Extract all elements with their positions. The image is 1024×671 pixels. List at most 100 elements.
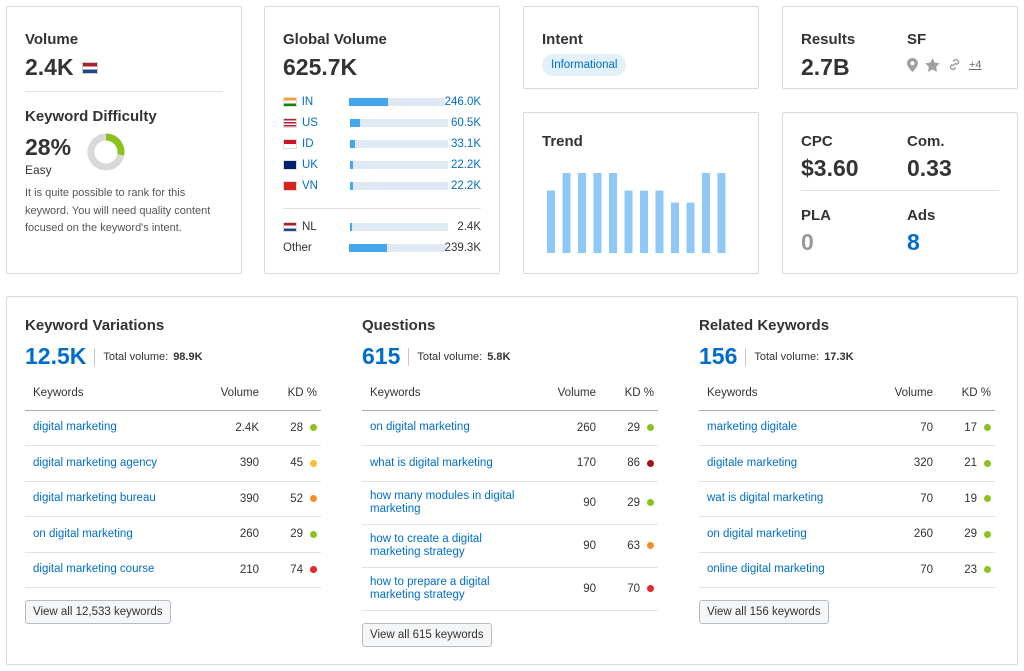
table-row: on digital marketing 260 29 bbox=[362, 410, 658, 446]
keyword-link[interactable]: digital marketing agency bbox=[25, 445, 201, 482]
keyword-count[interactable]: 615 bbox=[362, 343, 401, 369]
keyword-count[interactable]: 12.5K bbox=[25, 343, 87, 369]
country-code[interactable]: VN bbox=[302, 180, 318, 192]
keyword-link[interactable]: digital marketing course bbox=[25, 552, 201, 588]
keyword-link[interactable]: how many modules in digital marketing bbox=[362, 481, 538, 525]
country-row[interactable]: US 60.5K bbox=[283, 115, 481, 131]
keyword-link[interactable]: on digital marketing bbox=[699, 516, 875, 553]
keyword-link[interactable]: marketing digitale bbox=[699, 410, 875, 446]
country-volume[interactable]: 33.1K bbox=[450, 138, 481, 150]
keyword-difficulty-cell: 29 bbox=[600, 481, 658, 525]
table-row: digital marketing agency 390 45 bbox=[25, 445, 321, 482]
country-code[interactable]: IN bbox=[301, 96, 314, 108]
country-volume[interactable]: 246.0K bbox=[444, 96, 482, 108]
country-code: NL bbox=[302, 221, 317, 233]
volume-value: 2.4K bbox=[25, 54, 74, 80]
keyword-difficulty-value: 74 bbox=[290, 563, 303, 576]
table-row: marketing digitale 70 17 bbox=[699, 410, 995, 446]
keyword-link[interactable]: digitale marketing bbox=[699, 445, 875, 482]
keywords-header[interactable]: Keywords bbox=[362, 377, 538, 411]
trend-bar bbox=[640, 190, 648, 253]
kd-header[interactable]: KD % bbox=[263, 377, 321, 411]
country-code[interactable]: ID bbox=[302, 138, 314, 150]
keyword-difficulty-value: 21 bbox=[964, 457, 977, 470]
difficulty-dot-icon bbox=[984, 459, 991, 467]
country-code[interactable]: US bbox=[302, 117, 318, 129]
difficulty-dot-icon bbox=[310, 459, 317, 467]
keyword-difficulty-arc bbox=[87, 133, 125, 171]
keyword-difficulty-description: It is quite possible to rank for this ke… bbox=[25, 187, 211, 234]
serp-features-more[interactable]: +4 bbox=[969, 58, 982, 71]
keywords-header[interactable]: Keywords bbox=[25, 377, 201, 411]
total-volume-value: 98.9K bbox=[173, 350, 203, 363]
keyword-difficulty-cell: 29 bbox=[600, 410, 658, 446]
keyword-link[interactable]: on digital marketing bbox=[25, 516, 201, 553]
country-volume[interactable]: 22.2K bbox=[450, 180, 481, 192]
country-row[interactable]: ID 33.1K bbox=[283, 136, 481, 152]
table-row: digital marketing bureau 390 52 bbox=[25, 481, 321, 517]
country-row[interactable]: IN 246.0K bbox=[283, 94, 481, 110]
keyword-difficulty-donut bbox=[87, 133, 125, 171]
volume-card: Volume 2.4K Keyword Difficulty 28% Easy … bbox=[6, 6, 242, 274]
keywords-header[interactable]: Keywords bbox=[699, 377, 875, 411]
keyword-volume: 390 bbox=[201, 481, 263, 517]
keyword-link[interactable]: how to create a digital marketing strate… bbox=[362, 524, 538, 568]
total-volume-label: Total volume: bbox=[103, 350, 169, 363]
keyword-volume: 320 bbox=[875, 445, 937, 482]
total-volume: Total volume: 5.8K bbox=[417, 351, 510, 363]
trend-bar bbox=[702, 173, 710, 253]
keyword-link[interactable]: online digital marketing bbox=[699, 552, 875, 588]
pla-label: PLA bbox=[801, 207, 831, 224]
country-row[interactable]: VN 22.2K bbox=[283, 178, 481, 194]
section-title: Keyword Variations bbox=[25, 317, 165, 334]
table-row: digital marketing 2.4K 28 bbox=[25, 410, 321, 446]
divider bbox=[283, 208, 481, 209]
volume-header[interactable]: Volume bbox=[201, 377, 263, 411]
view-all-button[interactable]: View all 12,533 keywords bbox=[25, 600, 171, 624]
trend-card: Trend bbox=[523, 112, 759, 274]
difficulty-dot-icon bbox=[984, 495, 991, 503]
difficulty-dot-icon bbox=[647, 498, 654, 506]
country-volume[interactable]: 60.5K bbox=[450, 117, 481, 129]
difficulty-dot-icon bbox=[310, 424, 317, 432]
keyword-link[interactable]: digital marketing bbox=[25, 410, 201, 446]
table-row: on digital marketing 260 29 bbox=[699, 516, 995, 553]
kd-header[interactable]: KD % bbox=[600, 377, 658, 411]
keyword-count[interactable]: 156 bbox=[699, 343, 738, 369]
divider bbox=[408, 347, 410, 366]
country-row[interactable]: UK 22.2K bbox=[283, 157, 481, 173]
trend-bar bbox=[624, 190, 633, 253]
keyword-link[interactable]: digital marketing bureau bbox=[25, 481, 201, 517]
keyword-link[interactable]: what is digital marketing bbox=[362, 445, 538, 482]
country-volume[interactable]: 22.2K bbox=[450, 159, 481, 171]
country-code[interactable]: UK bbox=[302, 159, 318, 171]
competition-label: Com. bbox=[907, 133, 945, 150]
keyword-difficulty-value: 29 bbox=[627, 421, 640, 434]
keyword-difficulty-cell: 23 bbox=[937, 552, 995, 588]
country-share-bar bbox=[348, 98, 445, 106]
table-row: on digital marketing 260 29 bbox=[25, 516, 321, 553]
link-icon bbox=[949, 58, 960, 71]
country-volume: 2.4K bbox=[457, 221, 481, 233]
volume-header[interactable]: Volume bbox=[538, 377, 600, 411]
trend-chart bbox=[547, 173, 726, 253]
keyword-volume: 90 bbox=[538, 567, 600, 611]
keyword-difficulty-value: 17 bbox=[964, 421, 977, 434]
total-volume-value: 17.3K bbox=[824, 350, 854, 363]
keyword-difficulty-value: 29 bbox=[627, 496, 640, 509]
flag-nl-icon bbox=[81, 61, 98, 74]
keyword-difficulty-value: 52 bbox=[290, 492, 303, 505]
view-all-button[interactable]: View all 156 keywords bbox=[699, 600, 829, 624]
trend-bar bbox=[655, 190, 664, 253]
keyword-link[interactable]: how to prepare a digital marketing strat… bbox=[362, 567, 538, 611]
keyword-difficulty-cell: 28 bbox=[263, 410, 321, 446]
keyword-link[interactable]: wat is digital marketing bbox=[699, 481, 875, 517]
country-share-fill bbox=[350, 182, 354, 190]
volume-header[interactable]: Volume bbox=[875, 377, 937, 411]
kd-header[interactable]: KD % bbox=[937, 377, 995, 411]
ads-value[interactable]: 8 bbox=[907, 229, 920, 255]
divider bbox=[25, 91, 223, 92]
view-all-button[interactable]: View all 615 keywords bbox=[362, 623, 492, 647]
keyword-link[interactable]: on digital marketing bbox=[362, 410, 538, 446]
intent-label: Intent bbox=[542, 31, 583, 48]
